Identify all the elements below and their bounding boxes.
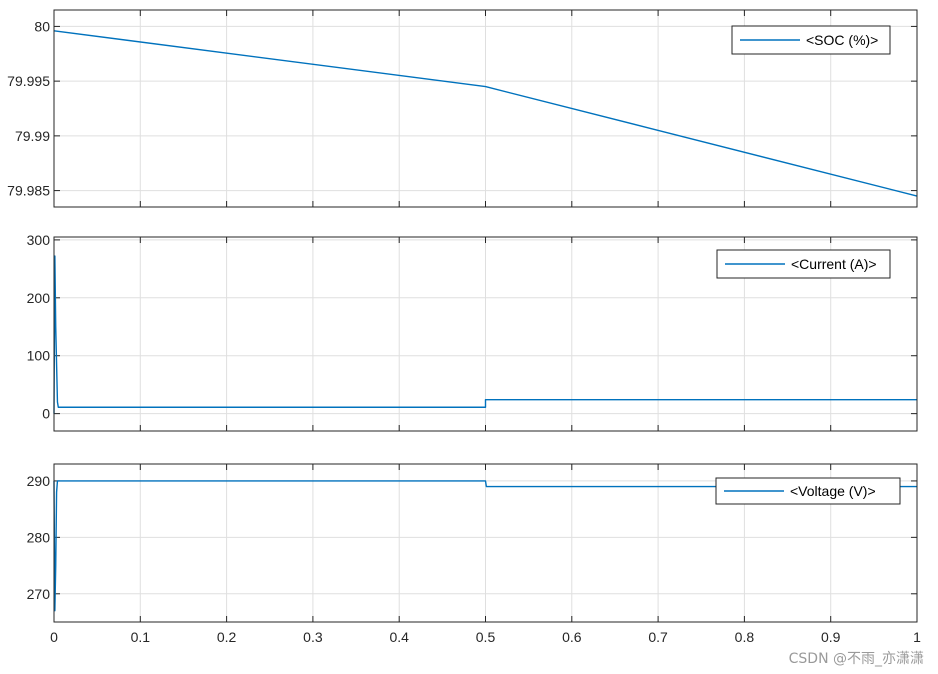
y-tick-label: 200 xyxy=(27,290,51,306)
y-tick-label: 80 xyxy=(34,18,50,34)
x-tick-label: 0.5 xyxy=(476,629,496,645)
x-tick-label: 0.4 xyxy=(389,629,409,645)
y-tick-label: 290 xyxy=(27,473,51,489)
x-tick-label: 0 xyxy=(50,629,58,645)
y-tick-label: 79.99 xyxy=(15,128,50,144)
legend-label: <Voltage (V)> xyxy=(790,483,876,499)
chart-panel-1: 79.985 79.99 79.995 80 <SOC (%)> xyxy=(7,9,918,208)
axes-box xyxy=(53,463,918,623)
x-tick-label: 0.8 xyxy=(735,629,755,645)
chart-panel-3: 270 280 290 0 0.1 0.2 0.3 0.4 0.5 0.6 0.7 0.8 0.9 1 <V… xyxy=(27,463,921,645)
axes-box xyxy=(53,9,918,208)
y-tick-label: 100 xyxy=(27,348,51,364)
y-tick-label: 300 xyxy=(27,232,51,248)
legend: <Voltage (V)> xyxy=(715,477,901,505)
x-tick-label: 0.9 xyxy=(821,629,841,645)
legend: <SOC (%)> xyxy=(731,25,891,55)
watermark-text: CSDN @不雨_亦潇潇 xyxy=(788,651,924,667)
y-tick-label: 79.985 xyxy=(7,183,50,199)
y-tick-label: 280 xyxy=(27,529,51,545)
x-tick-label: 1 xyxy=(913,629,921,645)
x-tick-label: 0.6 xyxy=(562,629,582,645)
chart-panel-2: 0 100 200 300 <Current (A)> xyxy=(27,232,918,432)
y-tick-label: 79.995 xyxy=(7,73,50,89)
x-tick-label: 0.3 xyxy=(303,629,323,645)
legend-label: <SOC (%)> xyxy=(806,32,878,48)
axes-box xyxy=(53,236,918,432)
series-line xyxy=(53,30,918,197)
x-tick-label: 0.2 xyxy=(217,629,237,645)
legend: <Current (A)> xyxy=(716,249,891,279)
x-tick-label: 0.1 xyxy=(131,629,151,645)
x-tick-label: 0.7 xyxy=(648,629,668,645)
y-tick-label: 0 xyxy=(42,406,50,422)
series-line xyxy=(53,480,917,612)
series-line xyxy=(53,255,917,414)
y-tick-label: 270 xyxy=(27,586,51,602)
legend-label: <Current (A)> xyxy=(791,256,877,272)
